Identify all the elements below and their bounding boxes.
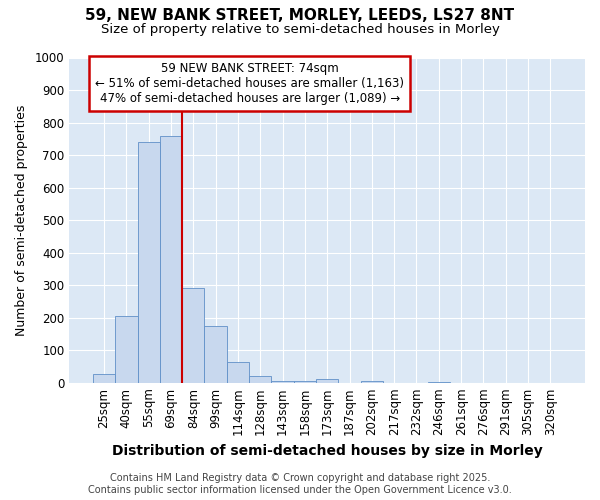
Bar bbox=[294, 381, 316, 382]
Bar bbox=[271, 381, 294, 382]
Bar bbox=[182, 288, 205, 382]
X-axis label: Distribution of semi-detached houses by size in Morley: Distribution of semi-detached houses by … bbox=[112, 444, 542, 458]
Bar bbox=[93, 374, 115, 382]
Bar bbox=[227, 362, 249, 382]
Bar bbox=[160, 136, 182, 382]
Text: 59 NEW BANK STREET: 74sqm
← 51% of semi-detached houses are smaller (1,163)
47% : 59 NEW BANK STREET: 74sqm ← 51% of semi-… bbox=[95, 62, 404, 106]
Bar bbox=[361, 381, 383, 382]
Bar bbox=[205, 326, 227, 382]
Text: 59, NEW BANK STREET, MORLEY, LEEDS, LS27 8NT: 59, NEW BANK STREET, MORLEY, LEEDS, LS27… bbox=[85, 8, 515, 22]
Bar bbox=[316, 379, 338, 382]
Text: Contains HM Land Registry data © Crown copyright and database right 2025.
Contai: Contains HM Land Registry data © Crown c… bbox=[88, 474, 512, 495]
Text: Size of property relative to semi-detached houses in Morley: Size of property relative to semi-detach… bbox=[101, 22, 499, 36]
Bar bbox=[115, 316, 137, 382]
Bar bbox=[137, 142, 160, 382]
Y-axis label: Number of semi-detached properties: Number of semi-detached properties bbox=[15, 104, 28, 336]
Bar bbox=[249, 376, 271, 382]
